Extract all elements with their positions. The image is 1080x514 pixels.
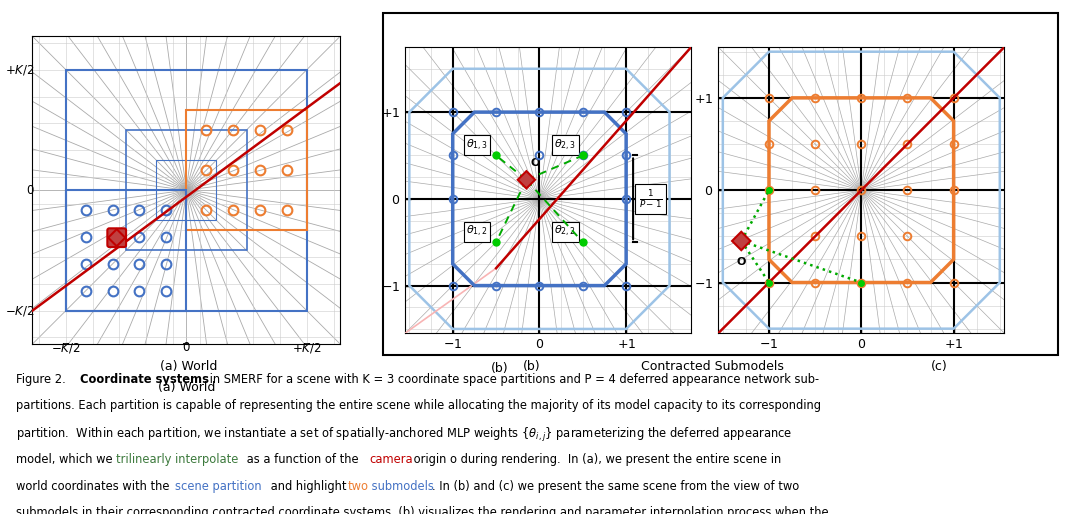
Text: $\mathbf{O}$: $\mathbf{O}$ — [735, 255, 746, 267]
Bar — [126, 130, 246, 250]
Bar — [186, 110, 307, 230]
Text: Coordinate systems: Coordinate systems — [76, 373, 208, 386]
Text: partitions. Each partition is capable of representing the entire scene while all: partitions. Each partition is capable of… — [16, 399, 821, 412]
Text: and highlight: and highlight — [267, 480, 350, 492]
Text: $+K/2$: $+K/2$ — [5, 63, 35, 77]
Text: model, which we: model, which we — [16, 453, 117, 466]
Text: Figure 2.: Figure 2. — [16, 373, 66, 386]
X-axis label: (a) World: (a) World — [158, 381, 215, 394]
Text: scene partition: scene partition — [175, 480, 261, 492]
Bar — [157, 160, 216, 221]
Text: $\mathbf{O}$: $\mathbf{O}$ — [530, 156, 541, 168]
Text: $\theta_{2,2}$: $\theta_{2,2}$ — [554, 224, 577, 240]
Text: partition.  Within each partition, we instantiate a set of spatially-anchored ML: partition. Within each partition, we ins… — [16, 426, 793, 444]
Text: origin o during rendering.  In (a), we present the entire scene in: origin o during rendering. In (a), we pr… — [410, 453, 782, 466]
Text: trilinearly interpolate: trilinearly interpolate — [116, 453, 238, 466]
Text: $0$: $0$ — [26, 183, 35, 197]
Text: $\frac{1}{P-1}$: $\frac{1}{P-1}$ — [639, 188, 663, 210]
Text: . In (b) and (c) we present the same scene from the view of two: . In (b) and (c) we present the same sce… — [432, 480, 799, 492]
Text: $+K/2$: $+K/2$ — [292, 341, 322, 355]
Text: $0$: $0$ — [183, 341, 190, 354]
Text: $\theta_{2,3}$: $\theta_{2,3}$ — [554, 138, 577, 153]
Text: two: two — [348, 480, 368, 492]
Text: (a) World: (a) World — [160, 360, 218, 373]
Text: submodels: submodels — [368, 480, 434, 492]
Text: world coordinates with the: world coordinates with the — [16, 480, 173, 492]
Polygon shape — [517, 171, 535, 189]
Text: Contracted Submodels: Contracted Submodels — [642, 360, 784, 373]
Text: (b): (b) — [523, 360, 540, 373]
Text: $\theta_{1,3}$: $\theta_{1,3}$ — [465, 138, 488, 153]
Bar — [66, 70, 307, 310]
Text: $-K/2$: $-K/2$ — [51, 341, 81, 355]
Text: as a function of the: as a function of the — [243, 453, 362, 466]
Text: in SMERF for a scene with K = 3 coordinate space partitions and P = 4 deferred a: in SMERF for a scene with K = 3 coordina… — [206, 373, 820, 386]
Text: submodels in their corresponding contracted coordinate systems. (b) visualizes t: submodels in their corresponding contrac… — [16, 506, 828, 514]
Text: (c): (c) — [931, 360, 948, 373]
Bar — [66, 190, 186, 310]
Text: $\theta_{1,2}$: $\theta_{1,2}$ — [467, 224, 488, 240]
Text: $-K/2$: $-K/2$ — [5, 304, 35, 318]
FancyBboxPatch shape — [107, 228, 126, 247]
Text: camera: camera — [369, 453, 413, 466]
FancyBboxPatch shape — [108, 229, 125, 246]
X-axis label: (b): (b) — [490, 362, 509, 375]
Polygon shape — [732, 232, 751, 250]
